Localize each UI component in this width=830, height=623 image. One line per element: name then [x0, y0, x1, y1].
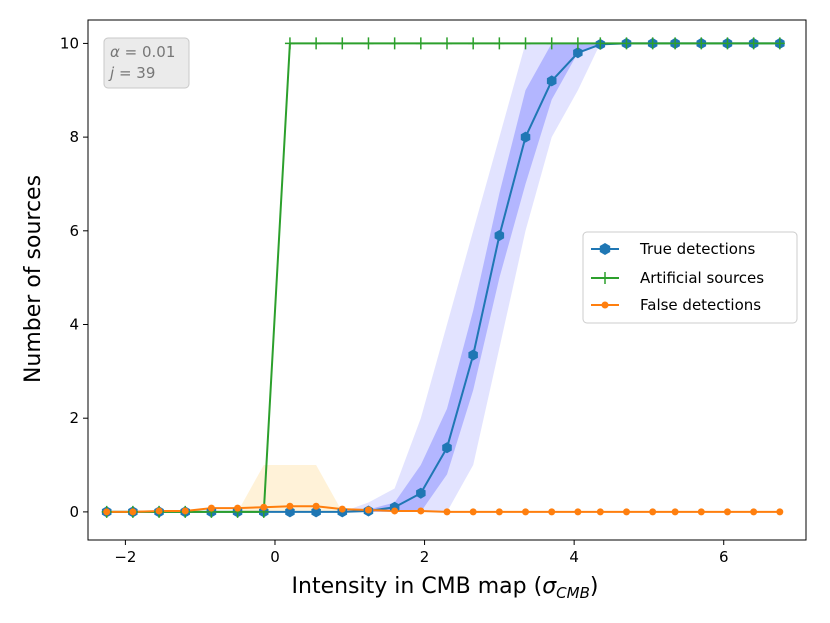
artificial-sources-point [520, 37, 531, 50]
axis-ticks: −2 0 2 4 6 0 2 4 6 8 10 [60, 34, 729, 566]
y-tick-label: 8 [69, 128, 79, 146]
false-detections-point [574, 508, 582, 516]
true-detections-band-inner [106, 43, 780, 512]
artificial-sources-point [722, 37, 733, 50]
false-detections-point [155, 507, 163, 515]
legend-marker-hexagon [599, 243, 611, 255]
true-detections-point [468, 349, 478, 361]
artificial-sources-point [546, 37, 557, 50]
annotation-alpha-value: = 0.01 [120, 43, 176, 61]
annotation-alpha-symbol: α [110, 43, 120, 61]
true-detections-point [285, 506, 295, 518]
legend-box [582, 231, 798, 324]
legend-label-artificial-sources: Artificial sources [640, 269, 764, 287]
legend-marker-circle [601, 301, 609, 309]
false-detections-point [391, 507, 399, 515]
false-detections-point [181, 507, 189, 515]
artificial-sources-point [311, 37, 322, 50]
artificial-sources-point [774, 37, 785, 50]
false-detections-point [469, 508, 477, 516]
uncertainty-bands [106, 43, 780, 512]
legend: True detections Artificial sources False… [582, 231, 798, 324]
artificial-sources-point [468, 37, 479, 50]
artificial-sources-point [670, 37, 681, 50]
y-tick-label: 2 [69, 409, 79, 427]
false-detections-point [103, 508, 111, 516]
false-detections-point [671, 508, 679, 516]
true-detections-point [494, 230, 505, 241]
false-detections-point [649, 508, 657, 516]
true-detections-point [546, 75, 557, 87]
artificial-sources-point [442, 37, 452, 50]
legend-label-true-detections: True detections [639, 240, 755, 258]
false-detections-point [548, 508, 556, 516]
true-detections-point [416, 487, 426, 499]
y-tick-label: 0 [69, 503, 79, 521]
legend-item-false-detections: False detections [591, 296, 761, 314]
y-tick-label: 6 [69, 222, 79, 240]
false-detections-point [338, 505, 346, 513]
false-detections-point [697, 508, 705, 516]
x-tick-label: 4 [569, 548, 579, 566]
false-detections-point [776, 508, 784, 516]
x-tick-label: 6 [719, 548, 729, 566]
annotation-alpha: α = 0.01 [110, 43, 175, 61]
artificial-sources-point [389, 37, 400, 50]
annotation-box [103, 37, 190, 89]
y-axis-label: Number of sources [21, 175, 46, 383]
true-detections-point [442, 442, 452, 454]
plot-frame [87, 19, 807, 541]
x-tick-label: −2 [114, 548, 136, 566]
artificial-sources-point [647, 37, 658, 50]
legend-item-true-detections: True detections [591, 240, 755, 258]
x-tick-label: 2 [420, 548, 430, 566]
parameter-annotation: α = 0.01 j = 39 [103, 37, 190, 89]
false-detections-point [495, 508, 503, 516]
false-detections-point [234, 504, 242, 512]
false-detections-point [750, 508, 758, 516]
false-detections-point [443, 508, 451, 516]
false-detections-point [522, 508, 530, 516]
artificial-sources-point [572, 37, 583, 50]
artificial-sources-point [595, 37, 606, 50]
false-detections-point [723, 508, 731, 516]
false-detections-band [106, 465, 780, 512]
true-detections-point [573, 47, 583, 59]
y-tick-label: 10 [60, 34, 79, 52]
artificial-sources-point [363, 37, 374, 50]
artificial-sources-point [284, 37, 295, 50]
artificial-sources-point [415, 37, 426, 50]
true-detections-point [520, 131, 531, 143]
false-detections-point [129, 508, 137, 516]
artificial-sources-point [494, 37, 505, 50]
annotation-j: j = 39 [108, 64, 155, 82]
y-tick-label: 4 [69, 316, 79, 334]
annotation-j-symbol: j [108, 64, 115, 82]
false-detections-point [364, 506, 372, 514]
artificial-sources-point [337, 37, 348, 50]
series-markers [101, 37, 785, 518]
false-detections-point [623, 508, 630, 516]
x-tick-label: 0 [270, 548, 280, 566]
legend-item-artificial-sources: Artificial sources [591, 269, 764, 287]
false-detections-point [286, 502, 294, 510]
false-detections-point [596, 508, 604, 516]
true-detections-band-outer [106, 43, 780, 512]
x-axis-label: Intensity in CMB map (σCMB) [292, 574, 599, 602]
true-detections-point [311, 506, 321, 518]
false-detections-point [417, 507, 425, 515]
artificial-sources-point [748, 37, 759, 50]
annotation-j-value: = 39 [114, 64, 155, 82]
false-detections-point [312, 502, 320, 510]
false-detections-point [207, 504, 215, 512]
legend-label-false-detections: False detections [640, 296, 761, 314]
false-detections-point [260, 503, 268, 511]
artificial-sources-point [621, 37, 632, 50]
artificial-sources-point [696, 37, 707, 50]
